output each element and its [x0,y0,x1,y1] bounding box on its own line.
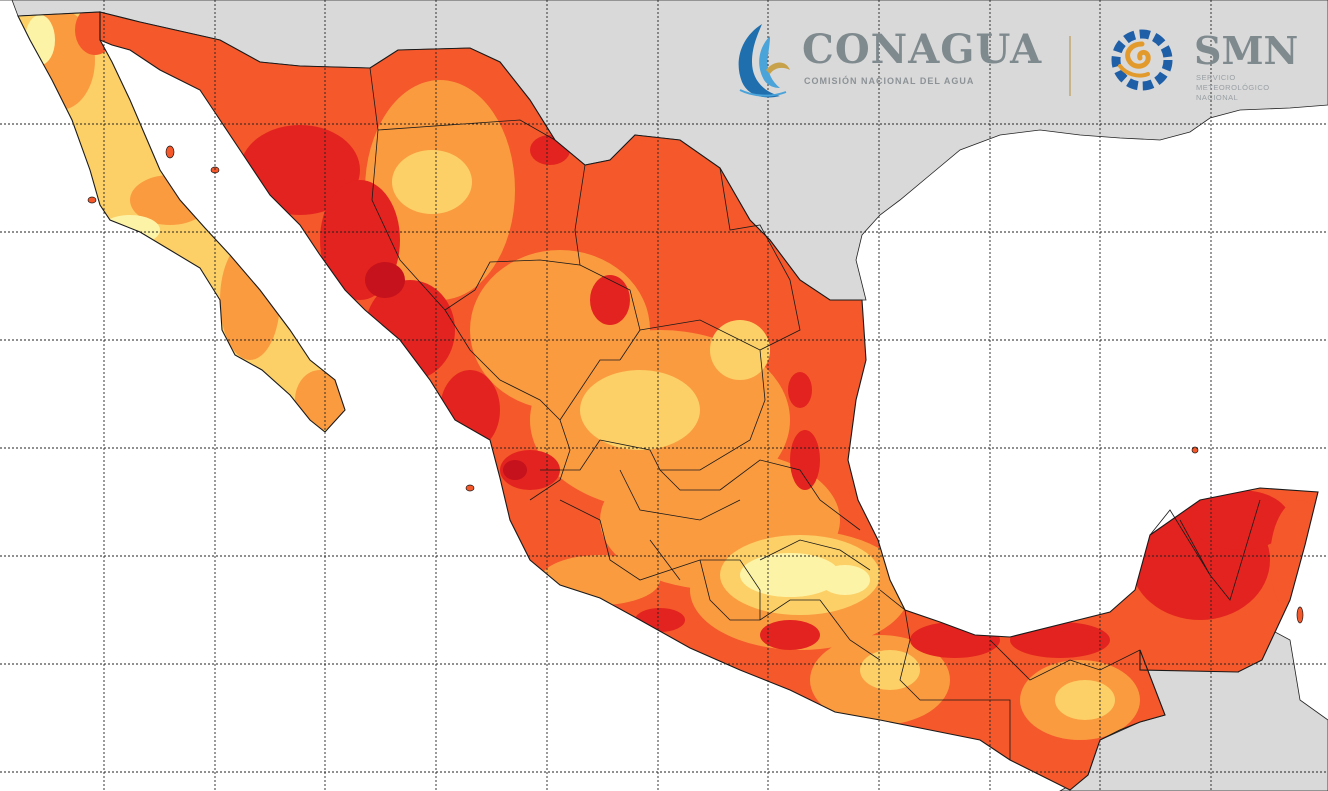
smn-logo: SMN SERVICIO METEOROLÓGICO NACIONAL [1111,28,1298,102]
mainland-coastline [99,11,1319,791]
smn-subtitle-line-1: SERVICIO [1196,73,1236,82]
conagua-subtitle: COMISIÓN NACIONAL DEL AGUA [804,75,974,86]
baja-coastline [17,11,346,433]
conagua-wordmark: CONAGUA [802,26,1042,73]
conagua-logo: CONAGUA COMISIÓN NACIONAL DEL AGUA [738,24,1042,98]
state-boundaries [369,67,1261,760]
smn-subtitle-line-3: NACIONAL [1196,93,1238,102]
smn-emblem-icon [1111,29,1173,91]
smn-subtitle-line-2: METEOROLÓGICO [1196,83,1270,92]
smn-wordmark: SMN [1194,28,1298,73]
conagua-emblem-icon [738,24,790,98]
